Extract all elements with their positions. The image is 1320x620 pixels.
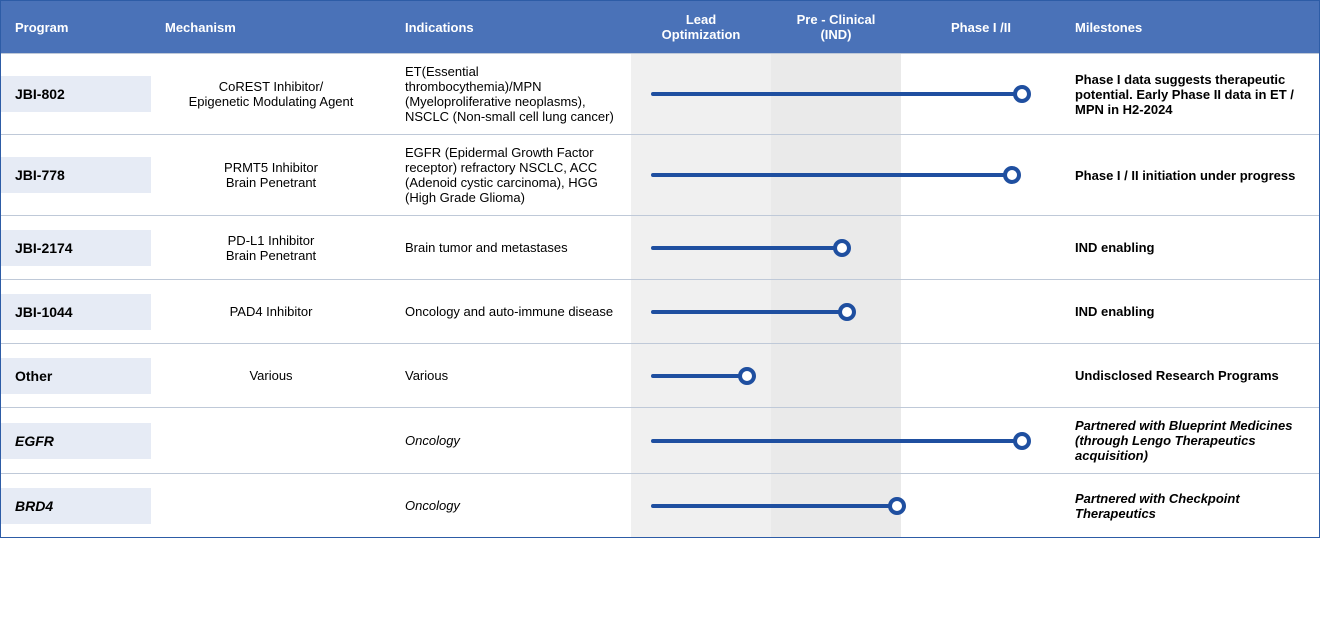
progress-bar (651, 439, 1021, 443)
cell-program: JBI-1044 (1, 294, 151, 330)
progress-track (631, 54, 1061, 134)
progress-end-dot-icon (1003, 166, 1021, 184)
header-indications: Indications (391, 10, 631, 45)
progress-bar (651, 246, 841, 250)
cell-program: JBI-802 (1, 76, 151, 112)
progress-track (631, 474, 1061, 537)
progress-bar (651, 504, 896, 508)
cell-mechanism (151, 431, 391, 451)
cell-milestone: Partnered with Checkpoint Therapeutics (1061, 481, 1320, 531)
cell-program: Other (1, 358, 151, 394)
progress-end-dot-icon (888, 497, 906, 515)
progress-end-dot-icon (833, 239, 851, 257)
progress-bar (651, 310, 846, 314)
table-row: JBI-778PRMT5 Inhibitor Brain PenetrantEG… (1, 134, 1319, 215)
cell-mechanism (151, 496, 391, 516)
cell-indications: Oncology (391, 488, 631, 523)
cell-mechanism: Various (151, 358, 391, 393)
cell-mechanism: CoREST Inhibitor/ Epigenetic Modulating … (151, 69, 391, 119)
progress-track (631, 216, 1061, 279)
cell-milestone: IND enabling (1061, 230, 1320, 265)
cell-program: BRD4 (1, 488, 151, 524)
header-program: Program (1, 10, 151, 45)
cell-mechanism: PD-L1 Inhibitor Brain Penetrant (151, 223, 391, 273)
table-row: OtherVariousVariousUndisclosed Research … (1, 343, 1319, 407)
progress-track (631, 135, 1061, 215)
cell-milestone: IND enabling (1061, 294, 1320, 329)
table-row: EGFR Oncology Partnered with Blueprint Med… (1, 407, 1319, 473)
table-row: JBI-802CoREST Inhibitor/ Epigenetic Modu… (1, 53, 1319, 134)
progress-track (631, 408, 1061, 473)
progress-end-dot-icon (738, 367, 756, 385)
cell-mechanism: PAD4 Inhibitor (151, 294, 391, 329)
cell-milestone: Undisclosed Research Programs (1061, 358, 1320, 393)
cell-indications: Brain tumor and metastases (391, 230, 631, 265)
cell-milestone: Partnered with Blueprint Medicines (thro… (1061, 408, 1320, 473)
table-header-row: Program Mechanism Indications Lead Optim… (1, 1, 1319, 53)
table-row: JBI-1044PAD4 InhibitorOncology and auto-… (1, 279, 1319, 343)
progress-end-dot-icon (1013, 85, 1031, 103)
cell-program: EGFR (1, 423, 151, 459)
progress-bar (651, 92, 1021, 96)
progress-end-dot-icon (838, 303, 856, 321)
header-milestones: Milestones (1061, 10, 1320, 45)
header-lead-optimization: Lead Optimization (631, 2, 771, 52)
header-phase: Phase I /II (901, 10, 1061, 45)
cell-indications: Oncology (391, 423, 631, 458)
progress-bar (651, 173, 1011, 177)
cell-indications: ET(Essential thrombocythemia)/MPN (Myelo… (391, 54, 631, 134)
header-preclinical-ind: Pre - Clinical (IND) (771, 2, 901, 52)
cell-milestone: Phase I / II initiation under progress (1061, 158, 1320, 193)
table-row: BRD4 Oncology Partnered with Checkpoint Th… (1, 473, 1319, 537)
cell-indications: Various (391, 358, 631, 393)
cell-indications: EGFR (Epidermal Growth Factor receptor) … (391, 135, 631, 215)
cell-program: JBI-2174 (1, 230, 151, 266)
pipeline-table: Program Mechanism Indications Lead Optim… (0, 0, 1320, 538)
progress-track (631, 344, 1061, 407)
progress-end-dot-icon (1013, 432, 1031, 450)
progress-bar (651, 374, 746, 378)
cell-program: JBI-778 (1, 157, 151, 193)
table-row: JBI-2174PD-L1 Inhibitor Brain PenetrantB… (1, 215, 1319, 279)
cell-mechanism: PRMT5 Inhibitor Brain Penetrant (151, 150, 391, 200)
cell-milestone: Phase I data suggests therapeutic potent… (1061, 62, 1320, 127)
cell-indications: Oncology and auto-immune disease (391, 294, 631, 329)
header-mechanism: Mechanism (151, 10, 391, 45)
progress-track (631, 280, 1061, 343)
